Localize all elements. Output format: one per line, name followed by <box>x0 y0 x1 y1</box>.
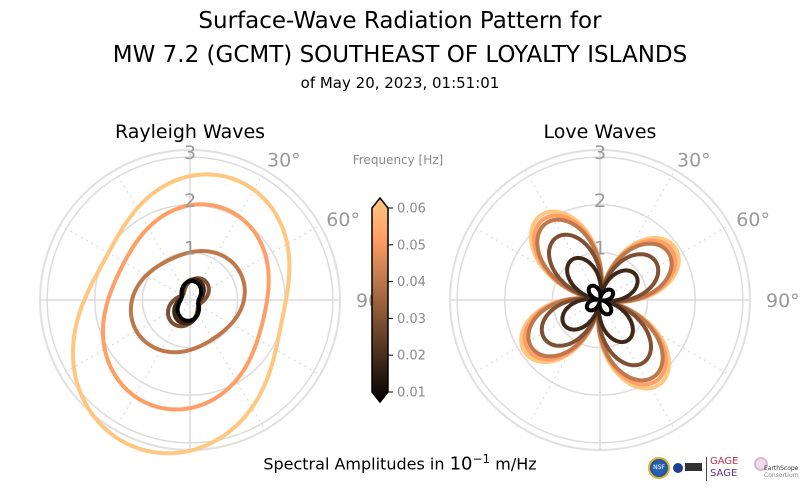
nsf-text: NSF <box>653 464 665 471</box>
subplot-title: Love Waves <box>544 121 657 143</box>
usgs-logo <box>685 463 702 471</box>
pattern-curve-0.03 <box>539 232 661 368</box>
consortium-text: Consortium <box>764 472 799 479</box>
radial-tick-label: 2 <box>594 190 606 212</box>
colorbar <box>371 196 389 404</box>
radial-tick-label: 3 <box>594 142 606 164</box>
title-line-2: MW 7.2 (GCMT) SOUTHEAST OF LOYALTY ISLAN… <box>112 42 688 68</box>
subplot-title: Rayleigh Waves <box>115 121 265 143</box>
colorbar-tick-label: 0.01 <box>397 386 426 401</box>
pattern-curve-0.05 <box>101 202 271 412</box>
title-line-1: Surface-Wave Radiation Pattern for <box>198 8 602 34</box>
colorbar-tick-label: 0.05 <box>397 238 426 253</box>
colorbar-tick-label: 0.06 <box>397 202 426 217</box>
gage-text: GAGE <box>710 456 739 467</box>
grid-ring <box>551 251 649 349</box>
colorbar-tick-label: 0.03 <box>397 312 426 327</box>
outer-ring <box>449 149 751 451</box>
grid-ring <box>504 204 696 396</box>
grid-spoke <box>114 169 266 431</box>
pattern-curve-0.06 <box>70 172 292 456</box>
radial-tick-label: 3 <box>184 142 196 164</box>
logos: NSF GAGE SAGE EarthScope Consortium <box>648 455 799 483</box>
earthscope-text: EarthScope <box>764 465 799 472</box>
sage-text: SAGE <box>710 468 738 479</box>
angle-tick-label: 60° <box>736 209 770 231</box>
colorbar-label: Frequency [Hz] <box>353 153 444 167</box>
radial-tick-label: 1 <box>184 237 196 259</box>
nasa-logo <box>673 463 683 473</box>
radial-tick-label: 1 <box>594 237 606 259</box>
grid-ring <box>456 156 744 444</box>
angle-tick-label: 30° <box>677 150 711 172</box>
grid-ring <box>46 156 334 444</box>
earthscope-icon <box>754 457 768 471</box>
radial-tick-label: 2 <box>184 190 196 212</box>
angle-tick-label: 30° <box>267 150 301 172</box>
footer-label: Spectral Amplitudes in 10−1 m/Hz <box>0 452 800 474</box>
pattern-curve-0.02 <box>560 255 640 345</box>
colorbar-tick-label: 0.04 <box>397 275 426 290</box>
angle-tick-label: 60° <box>326 209 360 231</box>
title-line-3: of May 20, 2023, 01:51:01 <box>300 74 500 92</box>
footer-exponent: −1 <box>472 452 491 466</box>
pattern-curve-0.01 <box>175 279 204 323</box>
angle-tick-label: 90° <box>766 290 800 312</box>
polar-plot-1: 1 2 3 30° 60° 90° Love Waves <box>449 121 800 451</box>
nsf-logo: NSF <box>648 457 670 479</box>
footer-unit: m/Hz <box>490 454 537 474</box>
footer-text: Spectral Amplitudes in <box>263 454 450 474</box>
colorbar-tick-label: 0.02 <box>397 349 426 364</box>
logo-divider <box>706 457 707 481</box>
pattern-curve-0.04 <box>128 249 247 355</box>
pattern-curve-0.01 <box>584 283 616 317</box>
footer-base: 10 <box>449 453 473 475</box>
